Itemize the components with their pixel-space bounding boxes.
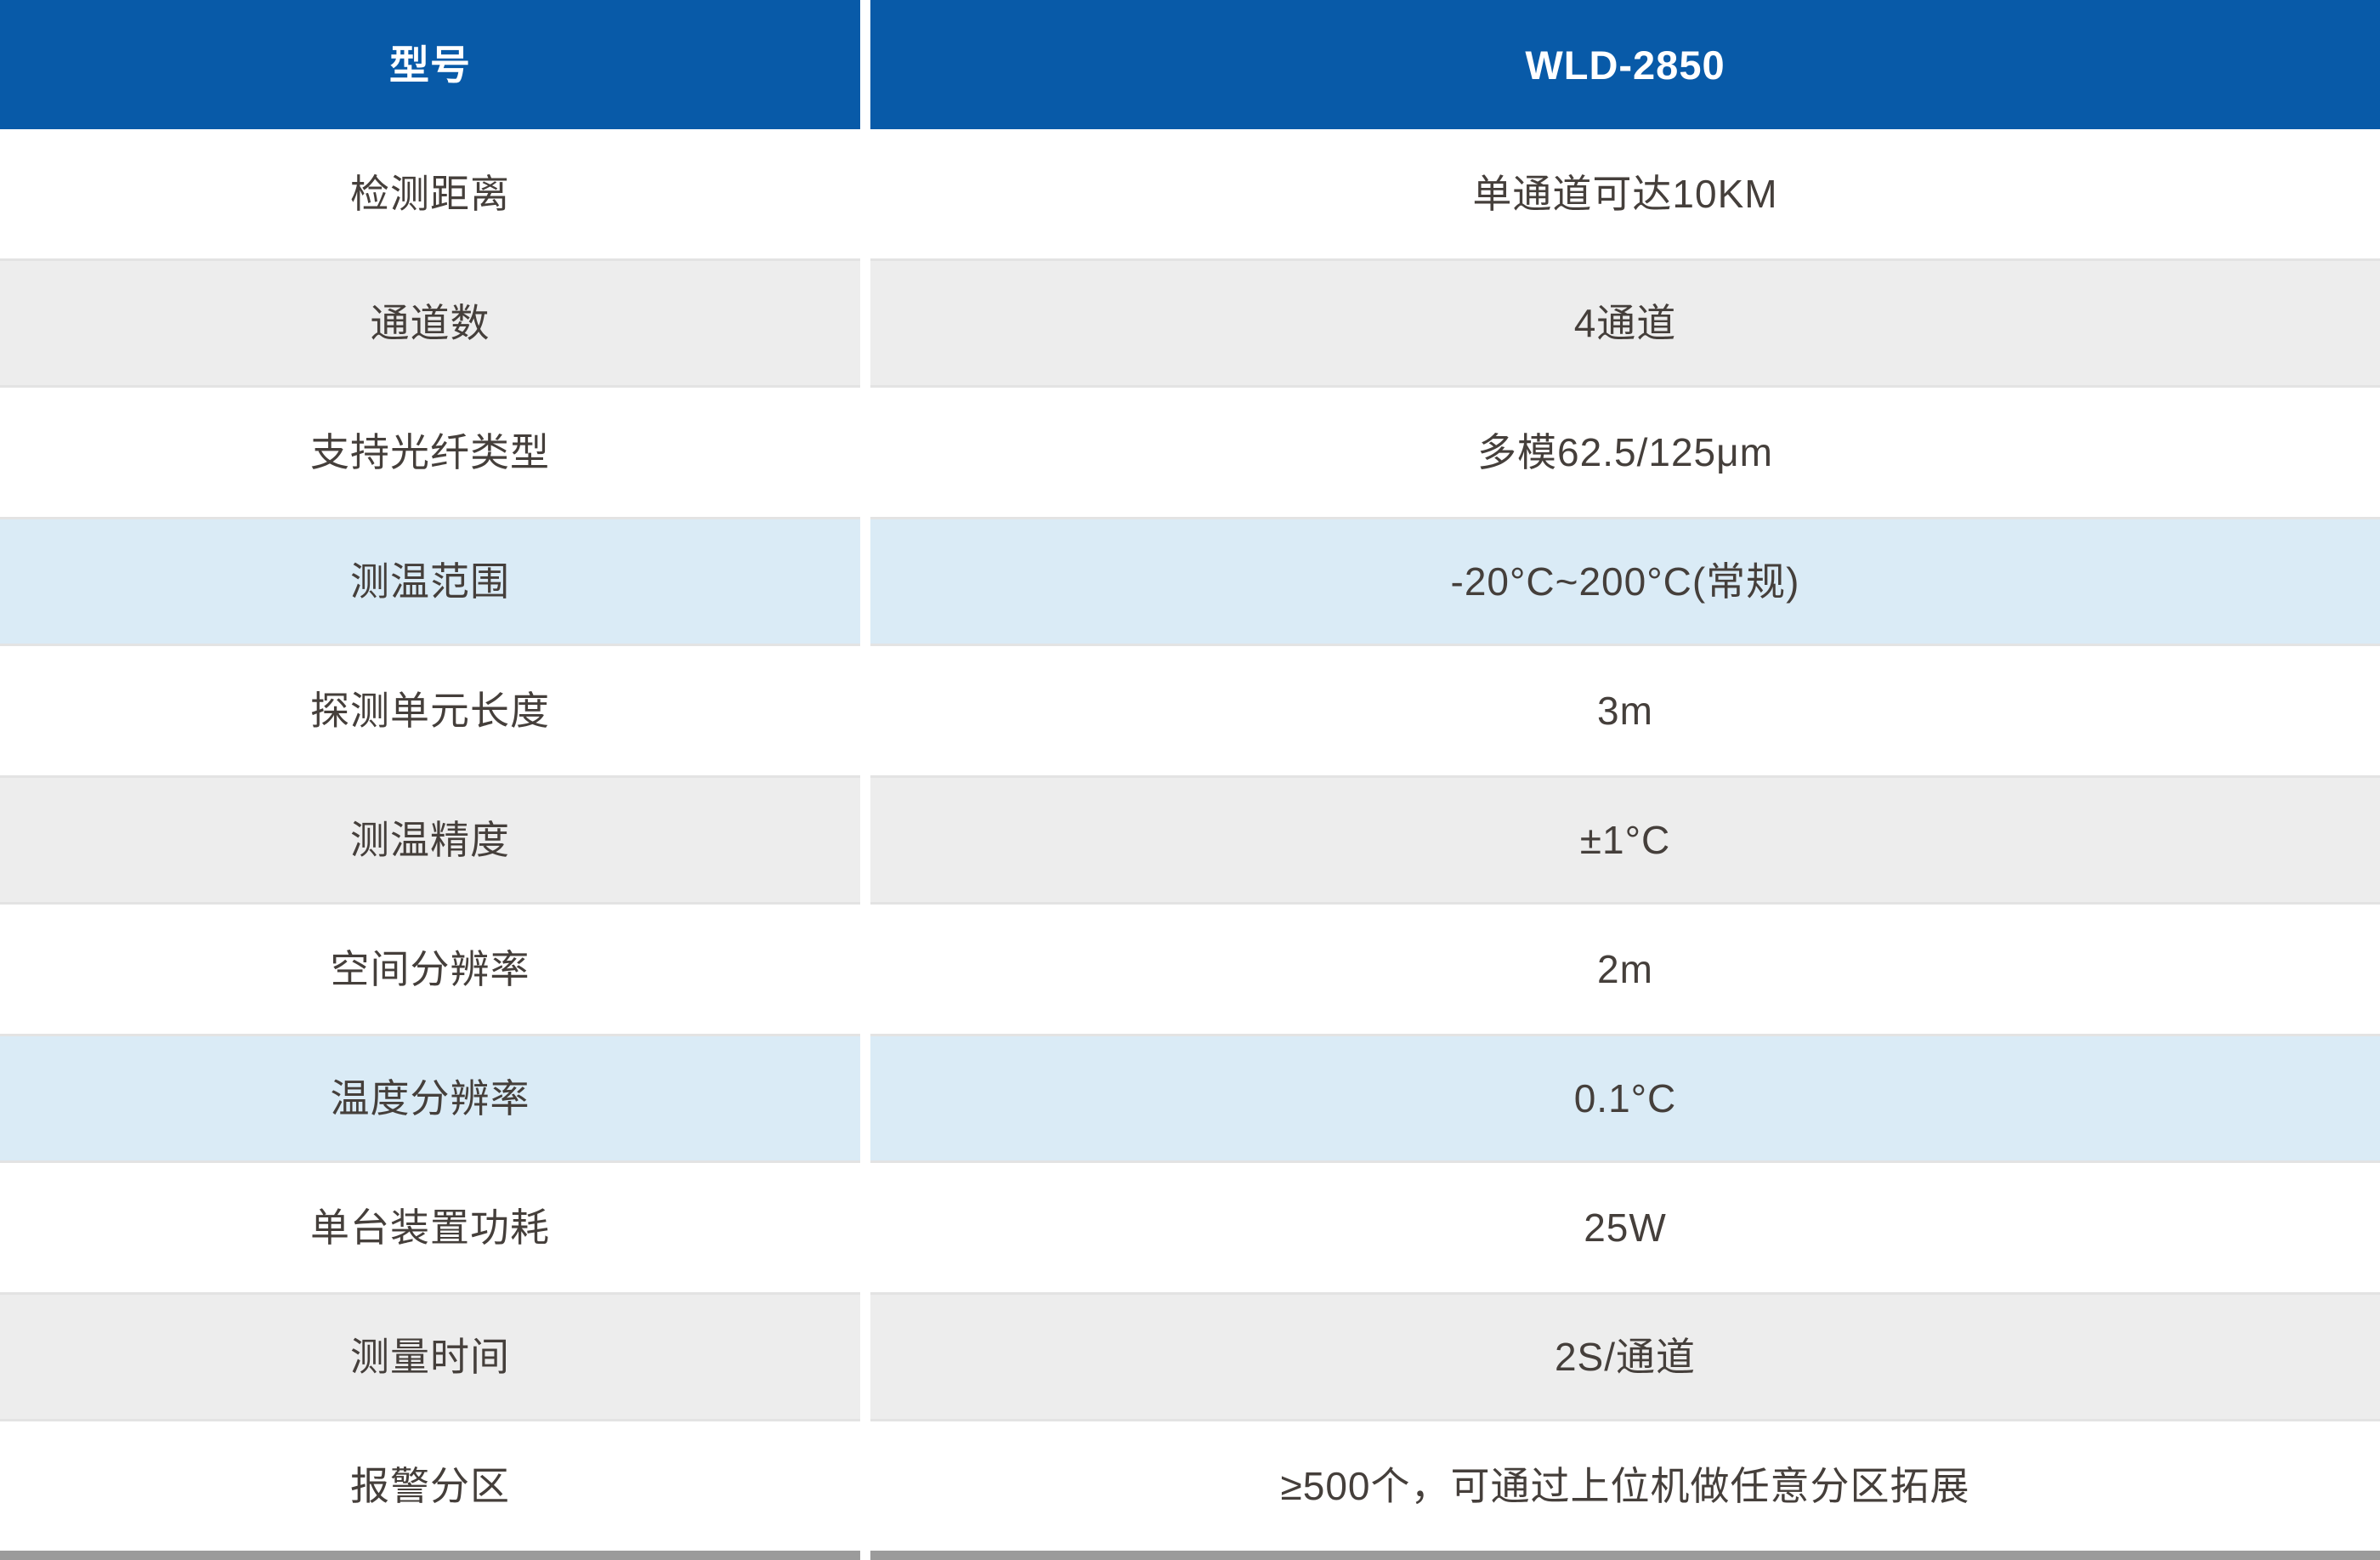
spec-param-cell: 测温精度 (0, 775, 860, 905)
spec-value-cell: 4通道 (870, 258, 2380, 388)
spec-value-cell: ≥500个，可通过上位机做任意分区拓展 (870, 1421, 2380, 1551)
spec-param-cell: 测量时间 (0, 1292, 860, 1421)
spec-value-cell: ±1°C (870, 775, 2380, 905)
spec-value-cell: 2S/通道 (870, 1292, 2380, 1421)
spec-value-cell: 0.1°C (870, 1034, 2380, 1163)
spec-param-cell: 单台装置功耗 (0, 1163, 860, 1292)
spec-value-cell: 多模62.5/125μm (870, 388, 2380, 517)
header-value-cell: WLD-2850 (870, 0, 2380, 129)
spec-value-cell: 3m (870, 646, 2380, 775)
spec-param-cell: 探测单元长度 (0, 646, 860, 775)
spec-value-cell: -20°C~200°C(常规) (870, 517, 2380, 646)
spec-value-cell: 25W (870, 1163, 2380, 1292)
table-bottom-border-right (870, 1551, 2380, 1560)
spec-param-cell: 温度分辨率 (0, 1034, 860, 1163)
table-bottom-border-left (0, 1551, 860, 1560)
spec-param-cell: 检测距离 (0, 129, 860, 258)
spec-param-cell: 测温范围 (0, 517, 860, 646)
header-param-cell: 型号 (0, 0, 860, 129)
spec-param-cell: 支持光纤类型 (0, 388, 860, 517)
spec-param-cell: 报警分区 (0, 1421, 860, 1551)
spec-param-cell: 通道数 (0, 258, 860, 388)
spec-value-cell: 2m (870, 905, 2380, 1034)
spec-param-cell: 空间分辨率 (0, 905, 860, 1034)
spec-value-cell: 单通道可达10KM (870, 129, 2380, 258)
